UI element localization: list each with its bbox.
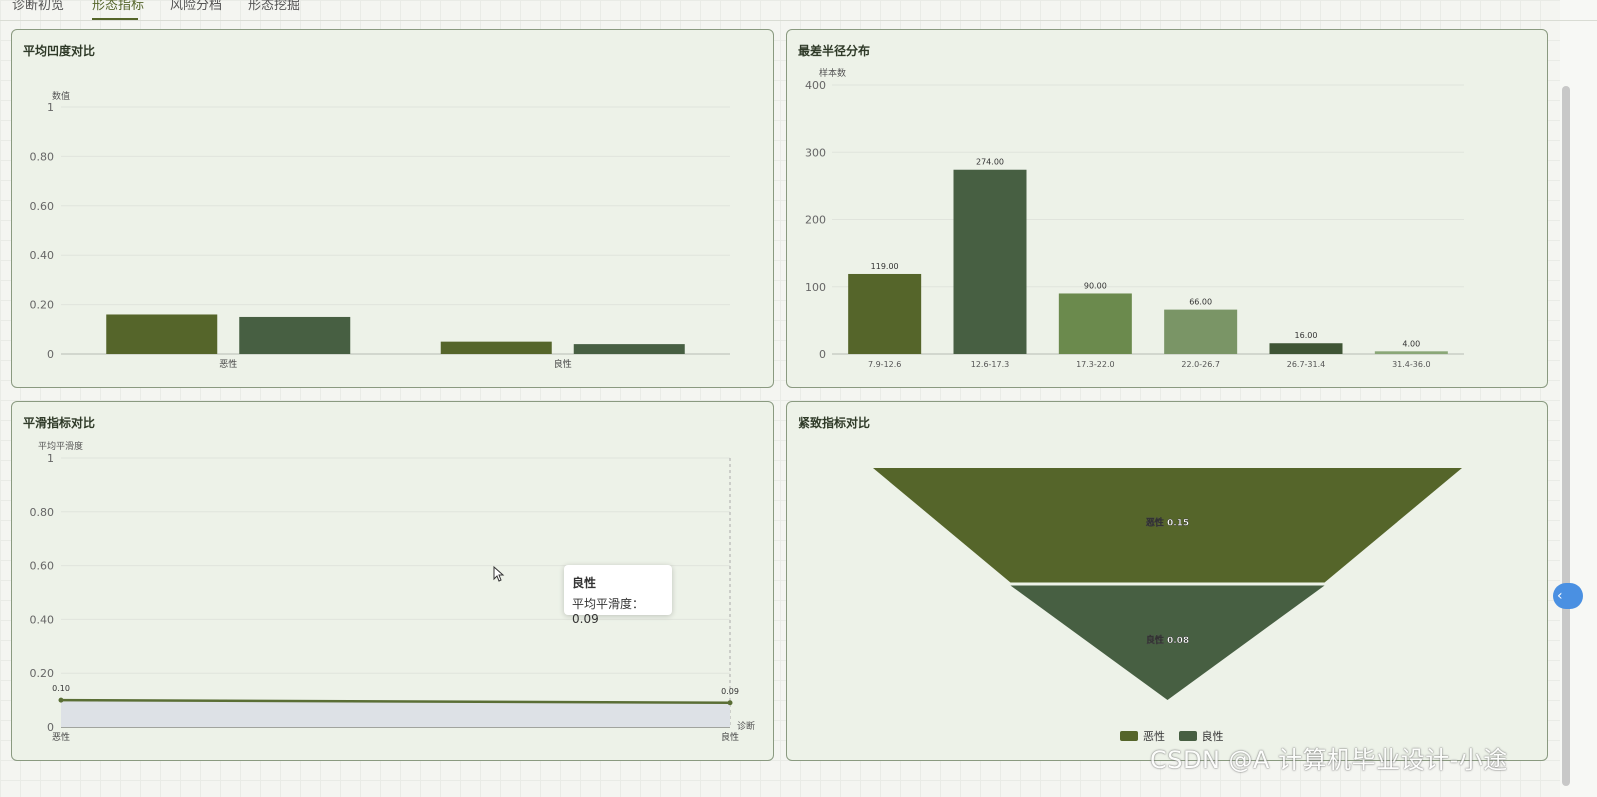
data-label: 4.00 xyxy=(1402,339,1420,348)
funnel-segment-恶性 xyxy=(873,468,1462,583)
data-label: 274.00 xyxy=(976,158,1004,167)
tab-overview[interactable]: 诊断初览 xyxy=(12,0,65,13)
data-label: 0.10 xyxy=(52,684,70,693)
chart-tooltip: 良性 平均平滑度：0.09 xyxy=(564,565,672,626)
legend-item-benign[interactable]: 良性 xyxy=(1178,728,1224,744)
data-label: 66.00 xyxy=(1189,298,1212,307)
y-tick-label: 0.60 xyxy=(30,200,55,213)
panel-title: 平均凹度对比 xyxy=(23,44,96,58)
tooltip-label: 平均平滑度： xyxy=(572,597,645,611)
bar-17.3-22.0 xyxy=(1058,293,1132,354)
scrollbar-thumb[interactable] xyxy=(1562,86,1570,786)
data-point xyxy=(727,700,733,706)
y-tick-label: 0.80 xyxy=(30,506,55,519)
legend-label: 恶性 xyxy=(1143,730,1165,743)
y-tick-label: 0 xyxy=(47,348,54,361)
bar-31.4-36.0 xyxy=(1374,351,1448,354)
area-fill xyxy=(61,700,730,727)
data-point xyxy=(58,697,64,703)
tooltip-row: 平均平滑度：0.09 xyxy=(572,595,664,626)
funnel-segment-良性 xyxy=(1010,585,1325,700)
data-label: 119.00 xyxy=(871,262,899,271)
tooltip-value: 0.09 xyxy=(572,612,599,626)
tooltip-title: 良性 xyxy=(572,576,597,590)
active-tab-indicator xyxy=(92,18,138,20)
watermark: CSDN @A 计算机毕业设计-小途 xyxy=(1150,746,1508,774)
x-tick-label: 7.9-12.6 xyxy=(868,360,901,369)
x-tick-label: 17.3-22.0 xyxy=(1076,360,1115,369)
bar-7.9-12.6 xyxy=(848,273,922,354)
y-tick-label: 0.20 xyxy=(30,667,55,680)
panel-title: 最差半径分布 xyxy=(798,44,871,58)
bar-22.0-26.7 xyxy=(1164,309,1238,354)
data-label: 16.00 xyxy=(1295,331,1318,340)
data-label: 0.09 xyxy=(721,687,739,696)
legend-label: 良性 xyxy=(1201,730,1224,743)
y-axis-title: 数值 xyxy=(52,90,70,102)
bar-恶性-1 xyxy=(106,314,218,354)
legend-item-malignant[interactable]: 恶性 xyxy=(1120,728,1165,744)
data-label: 90.00 xyxy=(1084,281,1107,290)
bar-良性-1 xyxy=(440,341,552,354)
bar-12.6-17.3 xyxy=(953,169,1027,354)
y-tick-label: 0.20 xyxy=(30,299,55,312)
y-tick-label: 400 xyxy=(805,79,826,92)
y-tick-label: 0.40 xyxy=(30,613,55,626)
x-tick-label: 26.7-31.4 xyxy=(1287,360,1326,369)
legend-swatch xyxy=(1178,731,1197,741)
y-tick-label: 0 xyxy=(819,348,826,361)
x-tick-label: 12.6-17.3 xyxy=(971,360,1010,369)
series-line xyxy=(60,698,731,705)
funnel-label: 恶性 0.15 xyxy=(1146,516,1189,528)
x-tick-label: 恶性 xyxy=(219,358,237,370)
tab-morphology[interactable]: 形态指标 xyxy=(92,0,145,13)
funnel-label: 良性 0.08 xyxy=(1146,634,1189,646)
y-axis-title: 平均平滑度 xyxy=(38,440,83,452)
panel-title: 紧致指标对比 xyxy=(798,416,871,430)
y-tick-label: 0.80 xyxy=(30,150,55,163)
y-tick-label: 1 xyxy=(47,452,54,465)
y-tick-label: 300 xyxy=(805,146,826,159)
collapse-toggle-button[interactable]: ‹ xyxy=(1553,583,1583,609)
y-axis-title: 样本数 xyxy=(819,67,846,79)
bar-良性-2 xyxy=(573,344,685,354)
legend-swatch xyxy=(1120,731,1138,741)
tab-mining[interactable]: 形态挖掘 xyxy=(248,0,301,13)
y-tick-label: 200 xyxy=(805,214,826,227)
x-tick-label: 22.0-26.7 xyxy=(1181,360,1220,369)
x-axis-title: 诊断 xyxy=(737,720,755,732)
y-tick-label: 0.60 xyxy=(30,560,55,573)
y-tick-label: 1 xyxy=(47,101,54,114)
panel-title: 平滑指标对比 xyxy=(23,416,96,430)
funnel-legend: 恶性 良性 xyxy=(1120,728,1234,744)
x-tick-label: 31.4-36.0 xyxy=(1392,360,1431,369)
x-tick-label: 良性 xyxy=(721,731,739,743)
mouse-cursor-icon xyxy=(493,565,505,582)
y-tick-label: 0.40 xyxy=(30,249,55,262)
bar-恶性-2 xyxy=(239,316,351,354)
y-tick-label: 0 xyxy=(47,721,54,734)
y-tick-label: 100 xyxy=(805,281,826,294)
bar-26.7-31.4 xyxy=(1269,343,1343,354)
x-tick-label: 良性 xyxy=(554,358,572,370)
tab-risk[interactable]: 风险分档 xyxy=(170,0,223,13)
x-tick-label: 恶性 xyxy=(52,731,70,743)
tab-bar: 诊断初览 形态指标 风险分档 形态挖掘 xyxy=(0,0,1597,21)
